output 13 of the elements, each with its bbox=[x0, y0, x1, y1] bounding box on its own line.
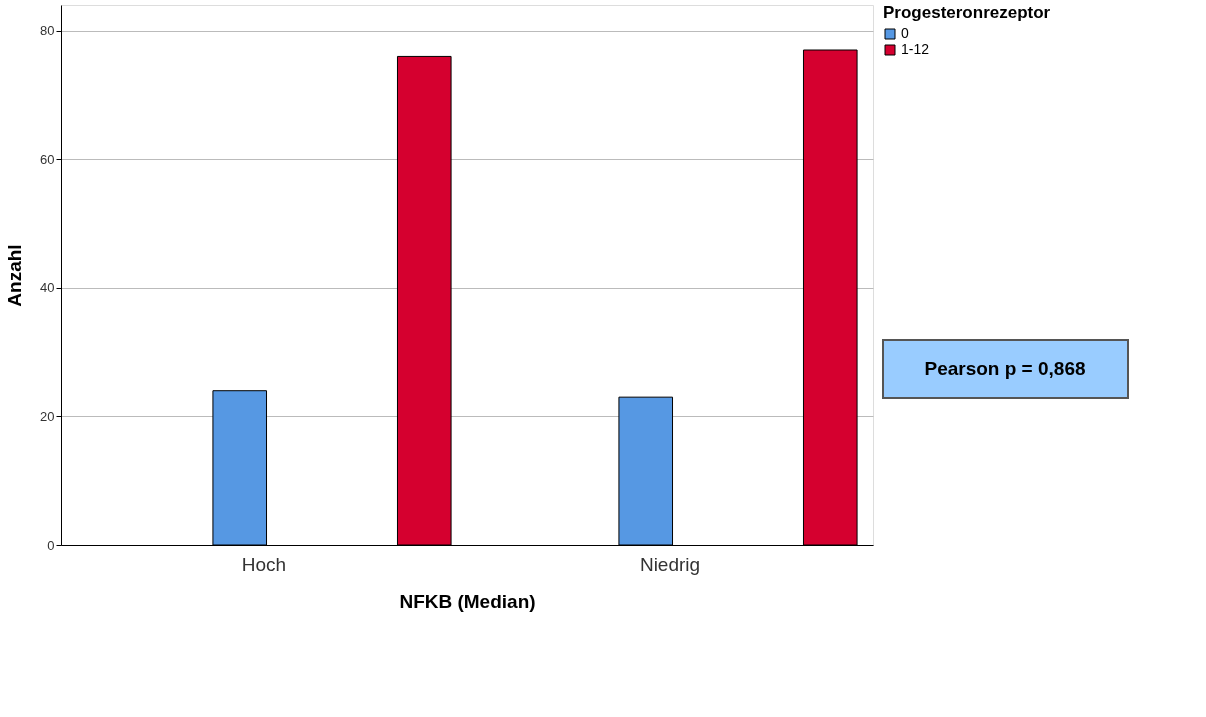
y-tick-label: 20 bbox=[40, 408, 55, 424]
y-tick-label: 60 bbox=[40, 151, 55, 167]
y-axis-title: Anzahl bbox=[4, 244, 26, 307]
y-tick-label: 0 bbox=[47, 537, 55, 553]
x-tick-label: Niedrig bbox=[639, 553, 701, 575]
legend-label: 0 bbox=[901, 25, 909, 41]
legend-label: 1-12 bbox=[901, 41, 930, 57]
y-tick-label: 40 bbox=[40, 280, 55, 296]
y-tick-label: 80 bbox=[40, 23, 55, 39]
x-tick-label: Hoch bbox=[241, 553, 287, 575]
text: Pearson p = 0,868 bbox=[924, 358, 1086, 379]
legend-title: Progesteronrezeptor bbox=[883, 3, 1051, 22]
x-axis-title: NFKB (Median) bbox=[399, 590, 536, 612]
